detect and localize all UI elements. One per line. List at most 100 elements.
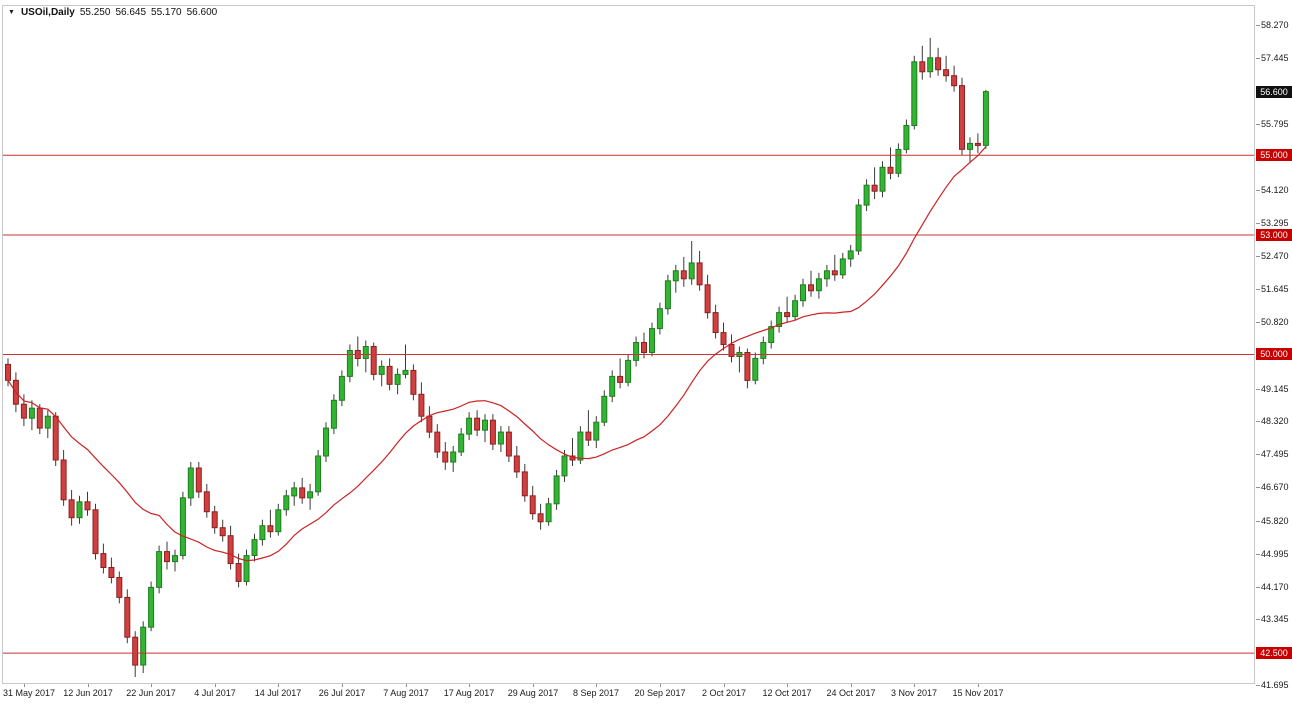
- time-axis-tick: [851, 684, 852, 687]
- price-axis-tick: [1256, 454, 1260, 455]
- time-axis[interactable]: 31 May 2017 12 Jun 2017 22 Jun 2017 4 Jul 2…: [0, 684, 1256, 708]
- time-axis-tick: [978, 684, 979, 687]
- candle: [466, 412, 473, 441]
- candle: [370, 342, 377, 381]
- candle: [489, 414, 496, 450]
- candle: [140, 621, 147, 673]
- time-axis-tick: [787, 684, 788, 687]
- price-axis-label: 54.120: [1261, 185, 1289, 195]
- candle: [291, 481, 298, 506]
- candlestick-plot[interactable]: [0, 0, 1256, 684]
- quote-close: 56.600: [186, 7, 218, 18]
- candle: [593, 416, 600, 448]
- candle: [561, 450, 568, 482]
- candle: [251, 533, 258, 562]
- candle: [330, 394, 337, 435]
- candle: [760, 336, 767, 365]
- candle: [776, 306, 783, 333]
- candle: [935, 47, 942, 76]
- candle: [418, 382, 425, 423]
- price-axis-tick: [1256, 190, 1260, 191]
- time-axis-tick: [660, 684, 661, 687]
- candle: [752, 352, 759, 385]
- price-axis-tick: [1256, 421, 1260, 422]
- time-axis-tick: [914, 684, 915, 687]
- candle: [879, 161, 886, 198]
- candle: [275, 503, 282, 536]
- time-axis-label: 24 Oct 2017: [826, 688, 876, 698]
- candle: [402, 344, 409, 379]
- price-axis-tick: [1256, 124, 1260, 125]
- time-axis-tick: [278, 684, 279, 687]
- candle: [839, 252, 846, 279]
- time-axis-label: 20 Sep 2017: [634, 688, 686, 698]
- candle: [895, 143, 902, 178]
- quote-low: 55.170: [151, 7, 182, 18]
- candle: [315, 450, 322, 496]
- time-axis-label: 22 Jun 2017: [126, 688, 176, 698]
- candle: [951, 65, 958, 92]
- candle: [664, 274, 671, 315]
- time-axis-tick: [724, 684, 725, 687]
- candle: [108, 557, 115, 584]
- time-axis-label: 12 Jun 2017: [63, 688, 113, 698]
- candle: [823, 264, 830, 287]
- time-axis-label: 7 Aug 2017: [383, 688, 429, 698]
- candle: [299, 477, 306, 504]
- candle: [442, 442, 449, 470]
- price-axis-label: 49.145: [1261, 384, 1289, 394]
- candle: [768, 320, 775, 349]
- candle: [831, 254, 838, 281]
- price-axis-label: 51.645: [1261, 284, 1289, 294]
- candle: [625, 354, 632, 387]
- time-axis-label: 15 Nov 2017: [952, 688, 1004, 698]
- candle: [346, 344, 353, 383]
- candle: [688, 241, 695, 285]
- price-axis-tick: [1256, 619, 1260, 620]
- candle: [943, 55, 950, 82]
- time-axis-label: 26 Jul 2017: [318, 688, 366, 698]
- time-axis-label: 29 Aug 2017: [507, 688, 559, 698]
- candle: [815, 272, 822, 299]
- plot-border: [2, 5, 1255, 684]
- candle: [919, 45, 926, 80]
- candle: [911, 55, 918, 130]
- level-price-marker: 55.000: [1256, 149, 1292, 161]
- price-axis-tick: [1256, 389, 1260, 390]
- price-axis-tick: [1256, 256, 1260, 257]
- price-axis-label: 55.795: [1261, 119, 1289, 129]
- candle: [156, 545, 163, 594]
- price-axis-label: 57.445: [1261, 53, 1289, 63]
- price-axis-label: 44.170: [1261, 582, 1289, 592]
- candle: [808, 270, 814, 297]
- candle: [513, 446, 520, 478]
- time-axis-label: 3 Nov 2017: [890, 688, 938, 698]
- candle: [537, 503, 544, 530]
- price-axis-label: 48.320: [1261, 416, 1289, 426]
- candle: [203, 483, 210, 518]
- price-axis[interactable]: 58.270 57.445 55.795 54.120 53.295 52.470 51.6…: [1256, 0, 1292, 708]
- candle: [179, 491, 186, 560]
- candle: [633, 336, 640, 367]
- price-axis-label: 52.470: [1261, 251, 1289, 261]
- time-axis-tick: [342, 684, 343, 687]
- time-axis-label: 31 May 2017: [3, 688, 56, 698]
- time-axis-tick: [88, 684, 89, 687]
- time-axis-tick: [596, 684, 597, 687]
- chart-canvas[interactable]: ▼ USOil,Daily 55.250 56.645 55.170 56.60…: [0, 0, 1256, 684]
- candle: [323, 422, 329, 462]
- candle: [529, 485, 536, 520]
- candle: [458, 428, 465, 456]
- time-axis-tick: [24, 684, 25, 687]
- price-axis-tick: [1256, 25, 1260, 26]
- candle: [704, 274, 711, 319]
- candle: [84, 491, 91, 516]
- symbol-label: USOil,Daily: [20, 7, 75, 18]
- candle: [235, 553, 242, 588]
- candle: [553, 469, 560, 510]
- candle: [187, 462, 194, 506]
- candle: [92, 503, 99, 560]
- candle: [378, 360, 385, 387]
- candle: [394, 368, 401, 395]
